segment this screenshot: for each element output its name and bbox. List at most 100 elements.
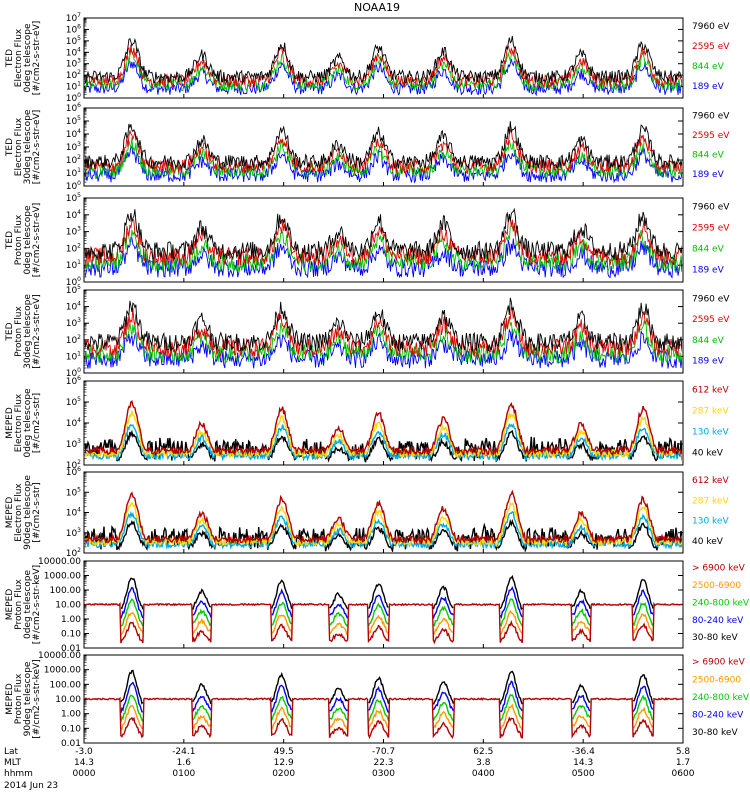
y-axis-label-line: [#/cm2-s-str-eV]	[32, 294, 42, 369]
y-axis-label-line: Proton Flux	[14, 579, 24, 630]
y-tick-label: 105	[66, 486, 81, 498]
y-tick-exponent: 3	[77, 317, 81, 324]
y-tick-exponent: 2	[77, 154, 81, 161]
y-axis-label-line: 0deg telescope	[23, 23, 33, 93]
y-axis-label-line: 0deg telescope	[23, 205, 33, 275]
series-traces	[85, 574, 682, 645]
y-axis-label: TEDProton Flux0deg telescope[#/cm2-s-str…	[5, 203, 42, 278]
y-tick-label: 0.10	[61, 630, 81, 640]
y-axis-label-line: Electron Flux	[14, 483, 24, 542]
y-axis-label: MEPEDElectron Flux0deg telescope[#/cm2-s…	[5, 388, 42, 458]
legend-entry: 7960 eV	[692, 112, 730, 122]
y-tick-label: 103	[66, 226, 81, 238]
legend-entry: 287 keV	[692, 407, 729, 417]
y-tick-exponent: 4	[77, 417, 81, 424]
y-axis-label-line: TED	[5, 49, 15, 68]
legend-entry: 240-800 keV	[692, 598, 750, 608]
series-844-ev	[85, 225, 682, 273]
x-tick-label: 0300	[372, 769, 395, 779]
y-tick-exponent: 5	[77, 396, 81, 403]
y-tick-label: 106	[66, 466, 81, 478]
legend-entry: 240-800 keV	[692, 693, 750, 703]
y-axis-label-line: MEPED	[5, 589, 15, 621]
y-tick-label: 10000.00	[38, 651, 81, 661]
y-axis-label-line: 90deg telescope	[23, 661, 33, 736]
y-tick-label: 1000.00	[44, 572, 81, 582]
y-tick-label: 104	[66, 46, 81, 58]
y-tick-exponent: 0	[77, 180, 81, 187]
y-tick-exponent: 1	[77, 167, 81, 174]
series-30-80-kev	[120, 669, 654, 705]
chart-title: NOAA19	[354, 1, 400, 14]
series-traces	[85, 121, 682, 184]
x-tick-label: 0100	[172, 769, 195, 779]
legend-entry: 2595 eV	[692, 224, 730, 234]
series-80-240-kev	[120, 586, 654, 619]
y-tick-label: 10000.00	[38, 557, 81, 567]
y-tick-exponent: 3	[77, 438, 81, 445]
y-axis-label: TEDElectron Flux0deg telescope[#/cm2-s-s…	[5, 21, 42, 96]
legend-entry: 80-240 keV	[692, 616, 744, 626]
series-2500-6900	[120, 703, 654, 731]
series-40-kev	[85, 518, 682, 552]
x-axis-labels: Lat -3.0 -24.1 49.5 -70.7 62.5 -36.4 5.8 MLT 14.3…	[4, 94, 695, 791]
legend-entry: 2500-6900	[692, 675, 741, 685]
legend-entry: > 6900 keV	[692, 564, 746, 574]
x-row-label: hhmm	[4, 769, 33, 779]
legend-entry: 2595 eV	[692, 131, 730, 141]
y-axis-label-line: Electron Flux	[14, 393, 24, 452]
y-tick-label: 103	[66, 527, 81, 539]
x-tick-label: 1.6	[177, 758, 192, 768]
y-tick-exponent: 1	[77, 259, 81, 266]
x-tick-label: 3.8	[476, 758, 491, 768]
x-tick-label: 22.3	[373, 758, 393, 768]
y-tick-label: 105	[66, 284, 81, 296]
y-tick-label: 100	[66, 180, 81, 192]
date-label: 2014 Jun 23	[4, 781, 58, 791]
series-traces	[85, 207, 682, 279]
y-tick-label: 1.00	[61, 615, 81, 625]
y-axis-label: MEPEDProton Flux0deg telescope[#/cm2-s-s…	[5, 565, 42, 644]
y-tick-exponent: 1	[77, 81, 81, 88]
x-tick-label: 14.3	[74, 758, 94, 768]
y-axis-label-line: [#/cm2-s-str-eV]	[32, 21, 42, 96]
y-tick-label: 103	[66, 438, 81, 450]
series-traces	[85, 35, 682, 97]
y-axis-label-line: 30deg telescope	[23, 109, 33, 184]
x-tick-label: 14.3	[573, 758, 593, 768]
legend-entry: 130 keV	[692, 517, 729, 527]
legend-entry: 2595 eV	[692, 42, 730, 52]
series-traces	[85, 400, 682, 463]
y-tick-exponent: 6	[77, 466, 81, 473]
series--6900-kev	[85, 601, 682, 645]
x-tick-label: 0000	[73, 769, 96, 779]
y-tick-label: 101	[66, 81, 81, 93]
y-tick-label: 102	[66, 154, 81, 166]
y-axis-label-line: [#/cm2-s-str-eV]	[32, 110, 42, 185]
x-tick-label: 0200	[272, 769, 295, 779]
y-tick-label: 1000.00	[44, 666, 81, 676]
legend-entry: 844 eV	[692, 62, 725, 72]
legend-entry: 612 keV	[692, 476, 729, 486]
series--6900-kev	[85, 696, 682, 740]
y-tick-exponent: 2	[77, 459, 81, 466]
y-tick-label: 1.00	[61, 710, 81, 720]
legend-entry: 7960 eV	[692, 294, 730, 304]
y-tick-exponent: 4	[77, 301, 81, 308]
y-axis-label-line: Electron Flux	[14, 28, 24, 87]
x-tick-label: -3.0	[75, 747, 93, 757]
y-tick-exponent: 5	[77, 284, 81, 291]
series-240-800-kev	[120, 598, 654, 628]
y-tick-exponent: 3	[77, 527, 81, 534]
y-tick-label: 106	[66, 102, 81, 114]
y-axis-label-line: MEPED	[5, 407, 15, 439]
x-tick-label: -36.4	[572, 747, 596, 757]
y-tick-label: 106	[66, 375, 81, 387]
legend-entry: 189 eV	[692, 82, 725, 92]
x-tick-label: 12.9	[274, 758, 294, 768]
y-tick-exponent: 1	[77, 350, 81, 357]
y-tick-label: 100.00	[50, 586, 82, 596]
legend-entry: 612 keV	[692, 386, 729, 396]
